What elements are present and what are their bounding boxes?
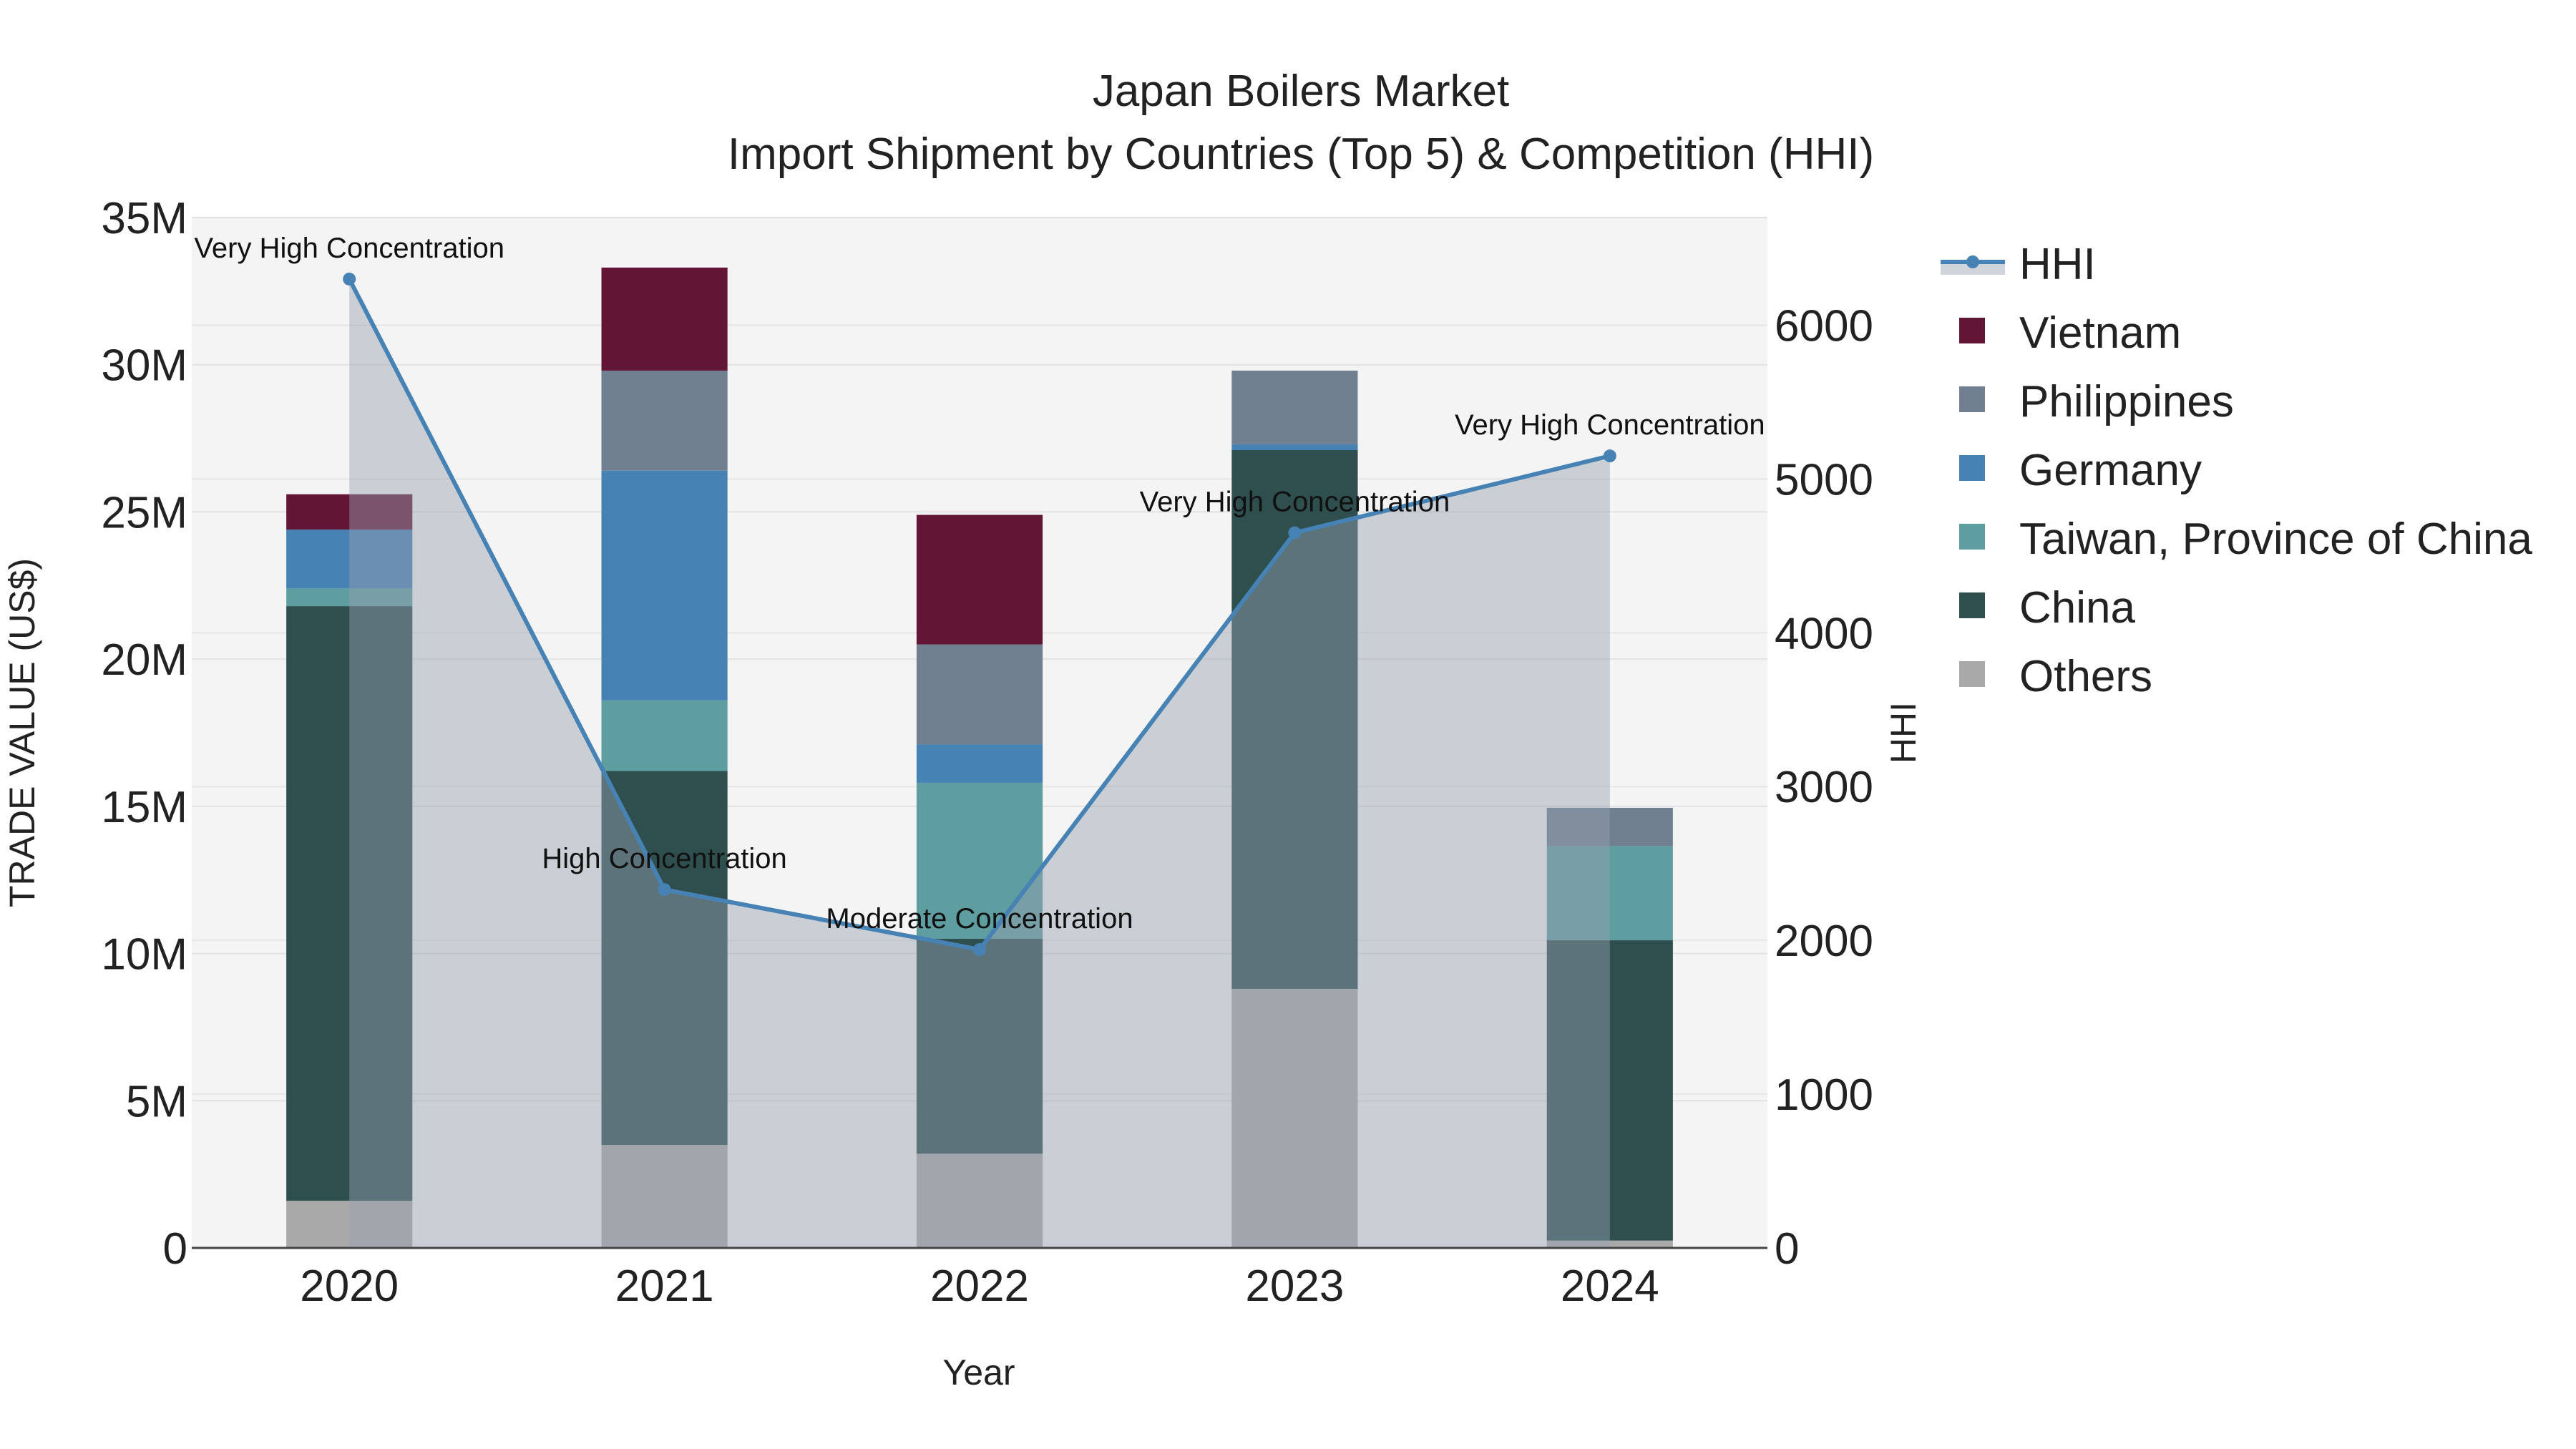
y2-tick-label: 6000	[1775, 301, 1873, 351]
legend-swatch-china	[1959, 592, 1985, 618]
legend-swatch-vietnam	[1959, 318, 1985, 343]
bar-philippines-2021	[601, 370, 728, 471]
chart-subtitle: Import Shipment by Countries (Top 5) & C…	[728, 130, 1874, 179]
bar-china-2022	[916, 939, 1043, 1154]
y-tick-label: 35M	[101, 194, 187, 243]
legend-label-hhi: HHI	[2019, 240, 2096, 289]
x-axis-ticks: 2020 2021 2022 2023 2024	[300, 1262, 1659, 1311]
legend-swatch-hhi-marker	[1966, 255, 1979, 268]
bar-china-2024	[1546, 940, 1673, 1241]
bar-others-2021	[601, 1145, 728, 1248]
bar-germany-2022	[916, 744, 1043, 783]
legend-label-china: China	[2019, 583, 2136, 633]
bar-germany-2020	[286, 530, 413, 589]
legend-swatch-philippines	[1959, 386, 1985, 412]
y-tick-label: 10M	[101, 930, 187, 980]
bar-germany-2023	[1231, 444, 1358, 451]
hhi-point-2020	[343, 272, 356, 286]
hhi-point-2023	[1288, 526, 1302, 540]
y-tick-label: 5M	[126, 1077, 187, 1126]
bar-china-2023	[1231, 450, 1358, 989]
bar-philippines-2024	[1546, 807, 1673, 847]
bar-others-2024	[1546, 1240, 1673, 1248]
bar-vietnam-2022	[916, 514, 1043, 645]
bar-vietnam-2021	[601, 267, 728, 371]
y-axis-ticks: 0 5M 10M 15M 20M 25M 30M 35M	[101, 194, 187, 1274]
y2-tick-label: 3000	[1775, 763, 1873, 812]
legend-label-philippines: Philippines	[2019, 377, 2234, 426]
legend-label-germany: Germany	[2019, 446, 2202, 495]
legend-label-vietnam: Vietnam	[2019, 308, 2181, 358]
annotations-layer: Very High Concentration High Concentratio…	[194, 233, 1765, 935]
bar-others-2023	[1231, 988, 1358, 1248]
x-tick-label-2023: 2023	[1245, 1262, 1344, 1311]
y-tick-label: 20M	[101, 635, 187, 685]
hhi-annotation-2024: Very High Concentration	[1455, 409, 1765, 441]
hhi-annotation-2021: High Concentration	[542, 843, 786, 874]
legend-swatch-taiwan-province-of-china	[1959, 524, 1985, 550]
hhi-point-2022	[973, 943, 986, 957]
hhi-area	[349, 278, 1610, 1248]
y2-axis-title: HHI	[1883, 702, 1923, 763]
y-tick-label: 15M	[101, 783, 187, 832]
x-tick-label-2024: 2024	[1561, 1262, 1659, 1311]
x-tick-label-2022: 2022	[930, 1262, 1029, 1311]
y2-tick-label: 5000	[1775, 455, 1873, 504]
hhi-annotation-2022: Moderate Concentration	[826, 903, 1133, 935]
bar-china-2021	[601, 771, 728, 1145]
hhi-point-2021	[658, 883, 671, 897]
hhi-line-layer	[343, 272, 1616, 957]
hhi-annotation-2023: Very High Concentration	[1140, 487, 1450, 518]
legend: HHI Vietnam Philippines Germany Taiwan, Prov…	[1941, 240, 2532, 701]
x-tick-label-2021: 2021	[615, 1262, 714, 1311]
bar-taiwan-province-of-china-2022	[916, 782, 1043, 939]
y-tick-label: 25M	[101, 488, 187, 537]
y2-tick-label: 4000	[1775, 609, 1873, 658]
legend-label-taiwan-province-of-china: Taiwan, Province of China	[2019, 514, 2532, 564]
bar-others-2022	[916, 1153, 1043, 1248]
x-axis-title: Year	[942, 1352, 1015, 1392]
y-tick-label: 0	[163, 1224, 187, 1274]
bar-china-2020	[286, 606, 413, 1201]
bar-germany-2021	[601, 470, 728, 701]
bar-taiwan-province-of-china-2021	[601, 700, 728, 771]
y-axis-title: TRADE VALUE (US$)	[2, 558, 42, 907]
legend-label-others: Others	[2019, 652, 2152, 701]
chart-title: Japan Boilers Market	[1093, 67, 1509, 116]
y2-tick-label: 2000	[1775, 917, 1873, 966]
y2-axis-ticks: 0 1000 2000 3000 4000 5000 6000	[1775, 301, 1873, 1274]
hhi-annotation-2020: Very High Concentration	[194, 233, 504, 264]
legend-swatch-others	[1959, 661, 1985, 687]
bar-philippines-2023	[1231, 370, 1358, 444]
y-tick-label: 30M	[101, 341, 187, 391]
x-tick-label-2020: 2020	[300, 1262, 399, 1311]
bar-taiwan-province-of-china-2024	[1546, 846, 1673, 941]
bar-philippines-2022	[916, 644, 1043, 745]
y2-tick-label: 1000	[1775, 1070, 1873, 1120]
bar-others-2020	[286, 1201, 413, 1248]
hhi-point-2024	[1603, 449, 1616, 463]
bar-taiwan-province-of-china-2020	[286, 588, 413, 607]
y2-tick-label: 0	[1775, 1224, 1799, 1274]
bar-vietnam-2020	[286, 494, 413, 530]
bars-layer	[286, 267, 1673, 1248]
legend-swatch-germany	[1959, 455, 1985, 481]
